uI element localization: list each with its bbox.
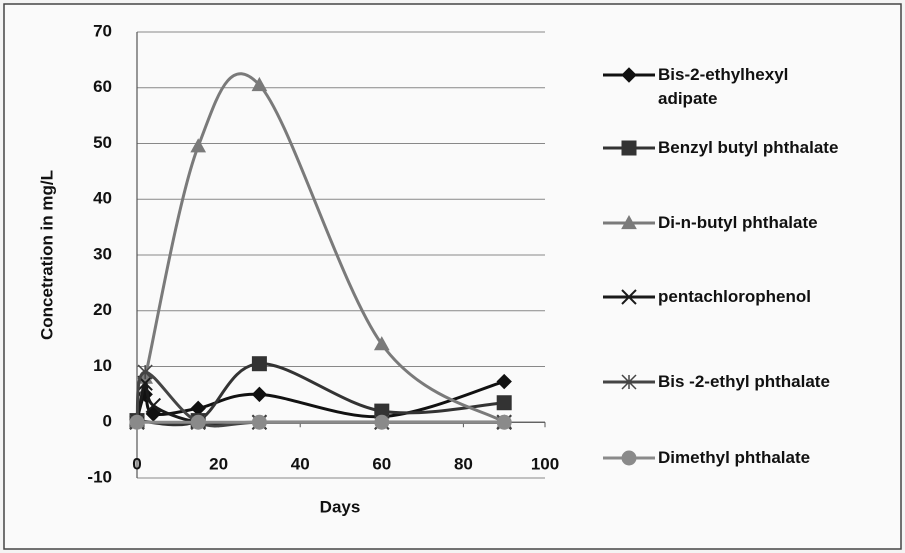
marker xyxy=(137,364,153,380)
series-line xyxy=(135,72,506,424)
y-tick-label: 30 xyxy=(93,244,112,263)
legend-label: Bis-2-ethylhexyl adipate xyxy=(658,65,789,108)
y-tick-label: 10 xyxy=(93,356,112,375)
marker xyxy=(251,414,267,430)
marker xyxy=(621,450,637,466)
legend-label: pentachlorophenol xyxy=(658,287,811,306)
marker xyxy=(190,414,206,430)
marker xyxy=(621,374,637,390)
y-tick-label: 60 xyxy=(93,77,112,96)
marker xyxy=(496,414,512,430)
marker xyxy=(621,289,637,305)
x-tick-label: 80 xyxy=(454,455,473,474)
legend-label: Bis -2-ethyl phthalate xyxy=(658,372,830,391)
y-tick-label: 50 xyxy=(93,133,112,152)
marker xyxy=(145,397,162,414)
marker xyxy=(621,214,637,230)
legend-label: Benzyl butyl phthalate xyxy=(658,138,839,157)
x-tick-label: 40 xyxy=(291,455,310,474)
marker xyxy=(496,395,512,411)
marker xyxy=(496,373,512,390)
x-tick-label: 0 xyxy=(132,455,141,474)
marker xyxy=(251,356,267,372)
y-tick-label: 0 xyxy=(103,412,112,431)
frame xyxy=(3,3,902,550)
x-axis-label: Days xyxy=(320,497,361,516)
marker xyxy=(251,76,268,92)
marker xyxy=(621,140,637,156)
marker xyxy=(621,67,637,83)
y-tick-label: 70 xyxy=(93,21,112,40)
marker xyxy=(129,414,145,430)
y-tick-label: 40 xyxy=(93,189,112,208)
x-tick-label: 20 xyxy=(209,455,228,474)
marker xyxy=(251,386,268,403)
marker xyxy=(374,414,390,430)
x-tick-label: 60 xyxy=(372,455,391,474)
x-tick-label: 100 xyxy=(531,455,559,474)
marker xyxy=(373,336,390,351)
y-tick-label: 20 xyxy=(93,300,112,319)
legend-label: Di-n-butyl phthalate xyxy=(658,213,818,232)
marker xyxy=(190,138,207,153)
y-tick-label: -10 xyxy=(87,467,112,486)
y-axis-label: Concetration in mg/L xyxy=(37,170,56,340)
legend-label: Dimethyl phthalate xyxy=(658,448,811,467)
